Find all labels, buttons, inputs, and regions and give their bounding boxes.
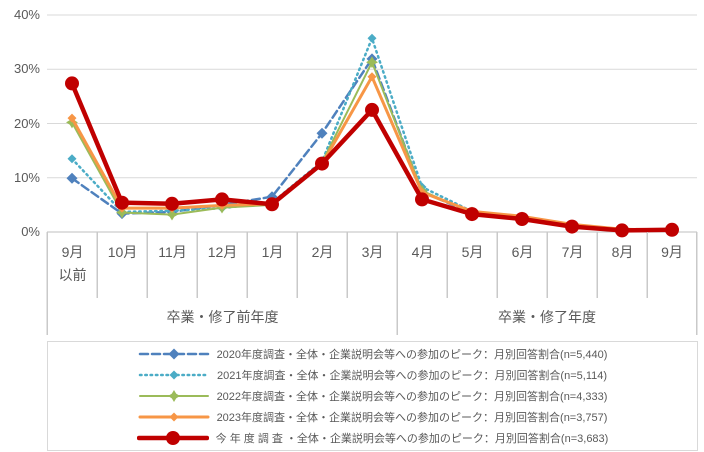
y-axis-tick-label: 30% [13,61,40,77]
data-point-current [665,222,679,237]
x-axis-month-label: 4月 [397,232,447,298]
data-point-current [315,156,329,171]
x-axis-month-label: 10月 [97,232,147,298]
legend-line-sample-2021 [138,370,210,380]
data-point-current [465,207,479,222]
legend-item-current: 今 年 度 調 査 ・全体・企業説明会等への参加のピーク：月別回答割合(n=3,… [48,428,697,449]
x-axis-month-label: 9月 [647,232,697,298]
y-axis-tick-label: 40% [13,7,40,22]
legend-label-current: 今 年 度 調 査 ・全体・企業説明会等への参加のピーク：月別回答割合(n=3,… [215,433,609,445]
legend-line-sample-2020 [138,348,209,360]
x-axis-month-label: 1月 [247,232,297,298]
x-axis-month-label: 3月 [347,232,397,298]
y-axis-tick-label: 10% [13,169,40,185]
x-axis-month-label: 8月 [597,232,647,298]
x-axis-group-label: 卒業・修了年度 [397,298,697,335]
legend-label-2023: 2023年度調査・全体・企業説明会等への参加のピーク：月別回答割合(n=3,75… [216,412,608,424]
data-point-current [115,195,129,210]
data-point-current [265,197,279,212]
data-point-current [615,223,629,238]
x-axis-month-label: 9月 以前 [47,232,97,298]
x-axis-month-label: 12月 [197,232,247,298]
legend-line-sample-current [136,431,209,445]
legend-item-2022: 2022年度調査・全体・企業説明会等への参加のピーク：月別回答割合(n=4,33… [48,386,697,407]
legend-line-sample-2022 [138,390,209,402]
x-axis-month-label: 5月 [447,232,497,298]
legend-label-2022: 2022年度調査・全体・企業説明会等への参加のピーク：月別回答割合(n=4,33… [216,391,608,403]
y-axis-tick-label: 20% [13,115,40,131]
data-point-current [565,219,579,234]
data-point-2020 [168,348,180,360]
legend: 2020年度調査・全体・企業説明会等への参加のピーク：月別回答割合(n=5,44… [47,341,698,451]
x-axis-group-label: 卒業・修了前年度 [47,298,397,335]
x-axis-month-label: 2月 [297,232,347,298]
data-point-2023 [67,113,77,123]
y-axis-tick-label: 0% [21,224,40,239]
x-axis-month-label: 11月 [147,232,197,298]
data-point-current [165,196,179,211]
x-axis-month-label: 6月 [497,232,547,298]
data-point-2020 [316,127,328,139]
data-point-2021 [169,370,179,380]
data-point-2021 [67,154,77,164]
data-point-2020 [66,172,78,184]
legend-label-2020: 2020年度調査・全体・企業説明会等への参加のピーク：月別回答割合(n=5,44… [216,349,608,361]
x-axis-month-label: 7月 [547,232,597,298]
data-point-2023 [169,412,179,422]
data-point-current [165,431,180,445]
legend-item-2021: 2021年度調査・全体・企業説明会等への参加のピーク：月別回答割合(n=5,11… [48,365,697,386]
data-point-current [365,102,379,117]
data-point-current [215,192,229,207]
data-point-2022 [167,390,180,402]
legend-item-2020: 2020年度調査・全体・企業説明会等への参加のピーク：月別回答割合(n=5,44… [48,344,697,365]
legend-item-2023: 2023年度調査・全体・企業説明会等への参加のピーク：月別回答割合(n=3,75… [48,407,697,428]
legend-label-2021: 2021年度調査・全体・企業説明会等への参加のピーク：月別回答割合(n=5,11… [216,370,608,382]
data-point-2023 [367,72,377,82]
data-point-2022 [366,56,378,69]
data-point-current [515,212,529,226]
legend-line-sample-2023 [138,412,210,422]
series-line-2023 [70,75,674,232]
data-point-2021 [367,33,377,43]
data-point-current [415,192,429,207]
data-point-2022 [166,208,178,221]
data-point-current [65,76,79,91]
